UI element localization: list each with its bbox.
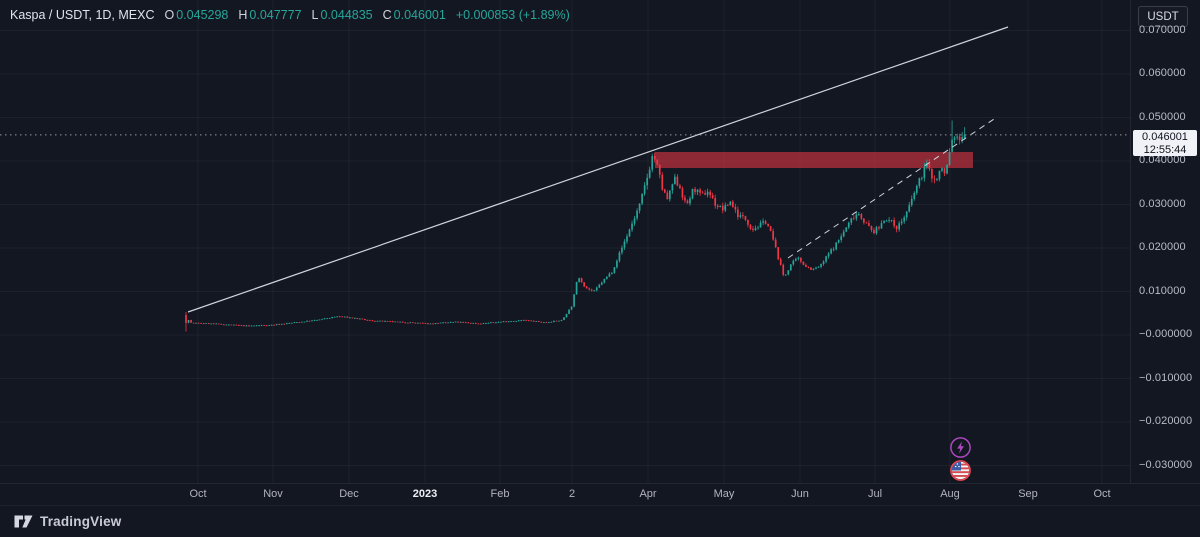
chart-canvas[interactable] [0,0,1130,483]
time-label: Feb [490,488,510,500]
time-label: Jul [867,488,883,500]
time-label: Oct [189,488,207,500]
close-value: C 0.046001 [382,8,446,22]
price-tick: −0.010000 [1139,371,1193,384]
tradingview-attribution-link[interactable]: TradingView [14,514,121,529]
symbol-title[interactable]: Kaspa / USDT, 1D, MEXC [10,8,155,22]
tradingview-logo-icon [14,515,33,528]
time-label: Jun [791,488,809,500]
candlestick-chart[interactable] [0,0,1130,483]
high-value: H 0.047777 [238,8,302,22]
time-label: Aug [940,488,960,500]
time-label: Sep [1018,488,1038,500]
currency-toggle-button[interactable]: USDT [1138,6,1188,27]
time-label: 2023 [412,488,438,500]
change-value: +0.000853 (+1.89%) [455,8,570,22]
us-flag-icon[interactable] [949,459,972,482]
time-label: Dec [339,488,359,500]
price-tick: −0.020000 [1139,415,1193,427]
price-scale[interactable]: USDT 0.070000 0.060000 0.050000 0.040000 0.0… [1130,0,1200,483]
time-label: May [713,488,735,500]
bar-countdown: 12:55:44 [1143,143,1187,156]
price-tick: 0.050000 [1139,110,1186,123]
price-tick: 0.060000 [1139,67,1186,79]
price-tick: 0.020000 [1139,241,1186,253]
price-tick: 0.070000 [1139,23,1186,36]
price-tick: 0.010000 [1139,284,1186,297]
tradingview-wordmark: TradingView [40,514,122,529]
time-scale[interactable]: Oct Nov Dec 2023 Feb 2 Apr May Jun Jul Aug Sep Oct [0,483,1200,506]
time-label: Apr [639,488,657,500]
current-price-value: 0.046001 [1142,130,1188,143]
current-price-label: 0.046001 12:55:44 [1133,129,1197,156]
price-tick: 0.040000 [1139,154,1186,166]
events-lightning-icon[interactable] [949,436,972,459]
symbol-legend[interactable]: Kaspa / USDT, 1D, MEXC O 0.045298 H 0.0477… [10,8,570,22]
time-label: Nov [263,488,283,500]
time-label: Oct [1093,488,1111,500]
bottom-toolbar: TradingView [0,505,1200,537]
price-tick: −0.030000 [1139,458,1193,471]
low-value: L 0.044835 [311,8,373,22]
price-tick: −0.000000 [1139,328,1193,340]
open-value: O 0.045298 [164,8,229,22]
time-label: 2 [568,488,576,500]
price-tick: 0.030000 [1139,197,1186,210]
